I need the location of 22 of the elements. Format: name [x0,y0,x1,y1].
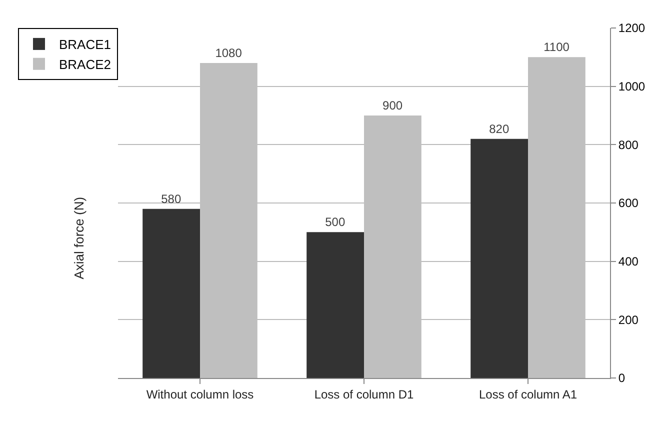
bar [142,208,200,378]
bar [470,138,528,378]
y-tick-label: 600 [618,196,639,210]
x-tick-label: Loss of column D1 [314,387,414,402]
data-label: 1080 [215,46,242,60]
x-tick-label: Loss of column A1 [478,387,578,402]
data-label: 820 [489,122,510,136]
data-label: 900 [382,98,403,112]
y-tick-label: 400 [618,254,639,269]
x-tick-label: Without column loss [146,387,254,402]
data-label: 1100 [544,40,570,54]
y-tick-label: 800 [618,138,639,152]
y-axis-title: Axial force (N) [71,196,86,280]
data-label: 500 [325,215,346,230]
y-tick-label: 1000 [618,80,646,94]
y-tick-label: 0 [618,371,626,386]
bar [306,232,364,378]
y-tick-label: 200 [618,312,639,327]
legend-label: BRACE1 [59,37,112,52]
y-tick-label: 1200 [618,21,646,36]
data-label: 580 [161,192,182,206]
legend-label: BRACE2 [59,56,112,72]
